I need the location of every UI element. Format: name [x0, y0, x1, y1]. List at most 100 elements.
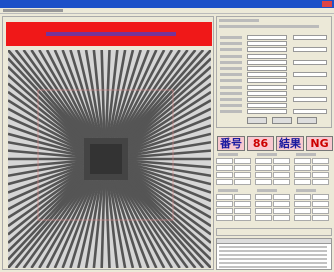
text-field[interactable] [293, 72, 327, 77]
text-field[interactable] [293, 35, 327, 40]
field-label [220, 79, 242, 82]
grid-cell [312, 172, 329, 178]
text-field[interactable] [293, 85, 327, 90]
grid-label [296, 189, 316, 192]
grid-cell [216, 158, 233, 164]
grid-cell [234, 172, 251, 178]
grid-cell [312, 208, 329, 214]
grid-cell [216, 201, 233, 207]
button[interactable] [247, 117, 267, 124]
title-bar [0, 0, 334, 8]
grid-cell [234, 179, 251, 185]
grid-cell [255, 208, 272, 214]
settings-panel [216, 16, 332, 128]
table-row[interactable] [219, 254, 327, 256]
text-field[interactable] [247, 85, 287, 90]
table-row[interactable] [219, 266, 327, 268]
grid-cell [234, 208, 251, 214]
grid-label [218, 153, 238, 156]
grid-cell [294, 208, 311, 214]
text-field[interactable] [247, 54, 287, 59]
field-label [220, 55, 242, 58]
grid-label [218, 189, 238, 192]
banner-text [46, 32, 176, 36]
text-field[interactable] [293, 47, 327, 52]
section-label [219, 19, 259, 22]
grid-cell [312, 179, 329, 185]
close-button[interactable] [322, 1, 332, 7]
text-field[interactable] [247, 60, 287, 65]
grid-cell [216, 194, 233, 200]
grid-cell [234, 215, 251, 221]
grid-cell [294, 158, 311, 164]
field-label [220, 98, 242, 101]
measurement-grids [216, 153, 332, 225]
grid-cell [234, 165, 251, 171]
text-field[interactable] [247, 41, 287, 46]
grid-label [296, 153, 316, 156]
text-field[interactable] [293, 60, 327, 65]
grid-cell [273, 179, 290, 185]
grid-cell [294, 179, 311, 185]
field-label [220, 67, 242, 70]
text-field[interactable] [247, 35, 287, 40]
grid-cell [312, 165, 329, 171]
grid-cell [255, 194, 272, 200]
text-field[interactable] [247, 78, 287, 83]
table-row[interactable] [219, 262, 327, 264]
die-center [90, 144, 122, 174]
text-field[interactable] [247, 97, 287, 102]
inspection-image [8, 50, 211, 268]
grid-cell [216, 179, 233, 185]
field-label [220, 36, 242, 39]
grid-cell [273, 194, 290, 200]
field-label [220, 42, 242, 45]
table-row[interactable] [219, 250, 327, 252]
grid-cell [294, 194, 311, 200]
menu-items[interactable] [3, 9, 63, 12]
grid-cell [273, 165, 290, 171]
history-table [216, 238, 332, 270]
button[interactable] [272, 117, 292, 124]
app-window: {"result": {"number_label": "番号", "numbe… [0, 0, 334, 272]
grid-cell [294, 172, 311, 178]
number-value: 86 [247, 136, 274, 151]
grid-cell [255, 158, 272, 164]
text-field[interactable] [293, 97, 327, 102]
text-field[interactable] [247, 72, 287, 77]
grid-cell [255, 215, 272, 221]
field-label [220, 48, 242, 51]
table-row[interactable] [219, 246, 327, 248]
result-value: NG [306, 136, 333, 151]
grid-cell [273, 215, 290, 221]
grid-label [257, 189, 277, 192]
section-label [219, 25, 319, 28]
field-label [220, 86, 242, 89]
menu-bar [0, 8, 334, 14]
table-header [217, 239, 331, 244]
grid-cell [312, 158, 329, 164]
text-field[interactable] [293, 109, 327, 114]
grid-cell [216, 215, 233, 221]
text-field[interactable] [247, 91, 287, 96]
text-field[interactable] [247, 66, 287, 71]
grid-cell [216, 208, 233, 214]
table-row[interactable] [219, 258, 327, 260]
text-field[interactable] [247, 103, 287, 108]
text-field[interactable] [247, 109, 287, 114]
grid-cell [273, 208, 290, 214]
button[interactable] [297, 117, 317, 124]
grid-cell [294, 201, 311, 207]
grid-cell [255, 201, 272, 207]
grid-cell [234, 158, 251, 164]
grid-cell [234, 201, 251, 207]
grid-cell [216, 172, 233, 178]
grid-cell [312, 201, 329, 207]
text-field[interactable] [247, 47, 287, 52]
field-label [220, 92, 242, 95]
grid-cell [273, 158, 290, 164]
grid-cell [216, 165, 233, 171]
grid-cell [294, 215, 311, 221]
status-banner [6, 22, 212, 46]
grid-label [257, 153, 277, 156]
